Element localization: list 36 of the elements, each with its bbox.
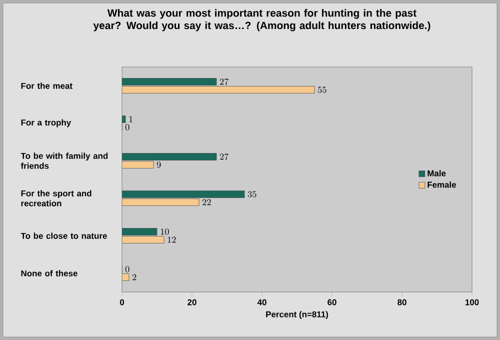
bar <box>122 161 154 168</box>
y-tick-label: None of these <box>21 270 78 276</box>
bar <box>122 228 158 236</box>
data-label: 0 <box>125 266 130 272</box>
bar <box>122 153 217 160</box>
bar <box>122 78 217 86</box>
data-label: 22 <box>202 199 211 206</box>
x-tick-label: 60 <box>328 299 336 306</box>
data-label: 27 <box>220 154 229 160</box>
y-tick-label: For the meat <box>21 82 72 89</box>
legend-label: Male <box>428 170 446 176</box>
bar <box>122 198 200 206</box>
x-tick-label: 0 <box>120 299 124 306</box>
data-label: 12 <box>168 236 176 243</box>
data-label: 10 <box>160 228 169 235</box>
data-label: 0 <box>125 124 130 130</box>
data-label: 27 <box>220 78 229 85</box>
bar <box>122 86 315 94</box>
bar <box>122 236 164 244</box>
y-tick-label: For the sport and recreation <box>21 190 92 206</box>
x-tick-label: 40 <box>257 299 266 306</box>
x-tick-label: 100 <box>465 299 479 306</box>
data-label: 35 <box>248 191 256 198</box>
x-tick-label: 80 <box>398 299 406 306</box>
data-label: 55 <box>318 86 326 93</box>
x-axis-title: Percent (n=811) <box>266 311 328 319</box>
y-tick-label: For a trophy <box>21 119 72 128</box>
data-label: 1 <box>129 116 132 122</box>
bar <box>122 190 245 198</box>
chart-title: What was your most important reason for hunting in the past year? Would you say it was…? (Among adult hunters nationwide.) <box>93 9 430 32</box>
y-tick-label: To be close to nature <box>20 232 107 239</box>
y-tick-label: To be with family and friends <box>20 152 108 169</box>
legend-label: Female <box>428 181 456 188</box>
data-label: 2 <box>132 274 136 280</box>
data-label: 9 <box>156 162 161 168</box>
x-tick-label: 20 <box>188 299 196 306</box>
